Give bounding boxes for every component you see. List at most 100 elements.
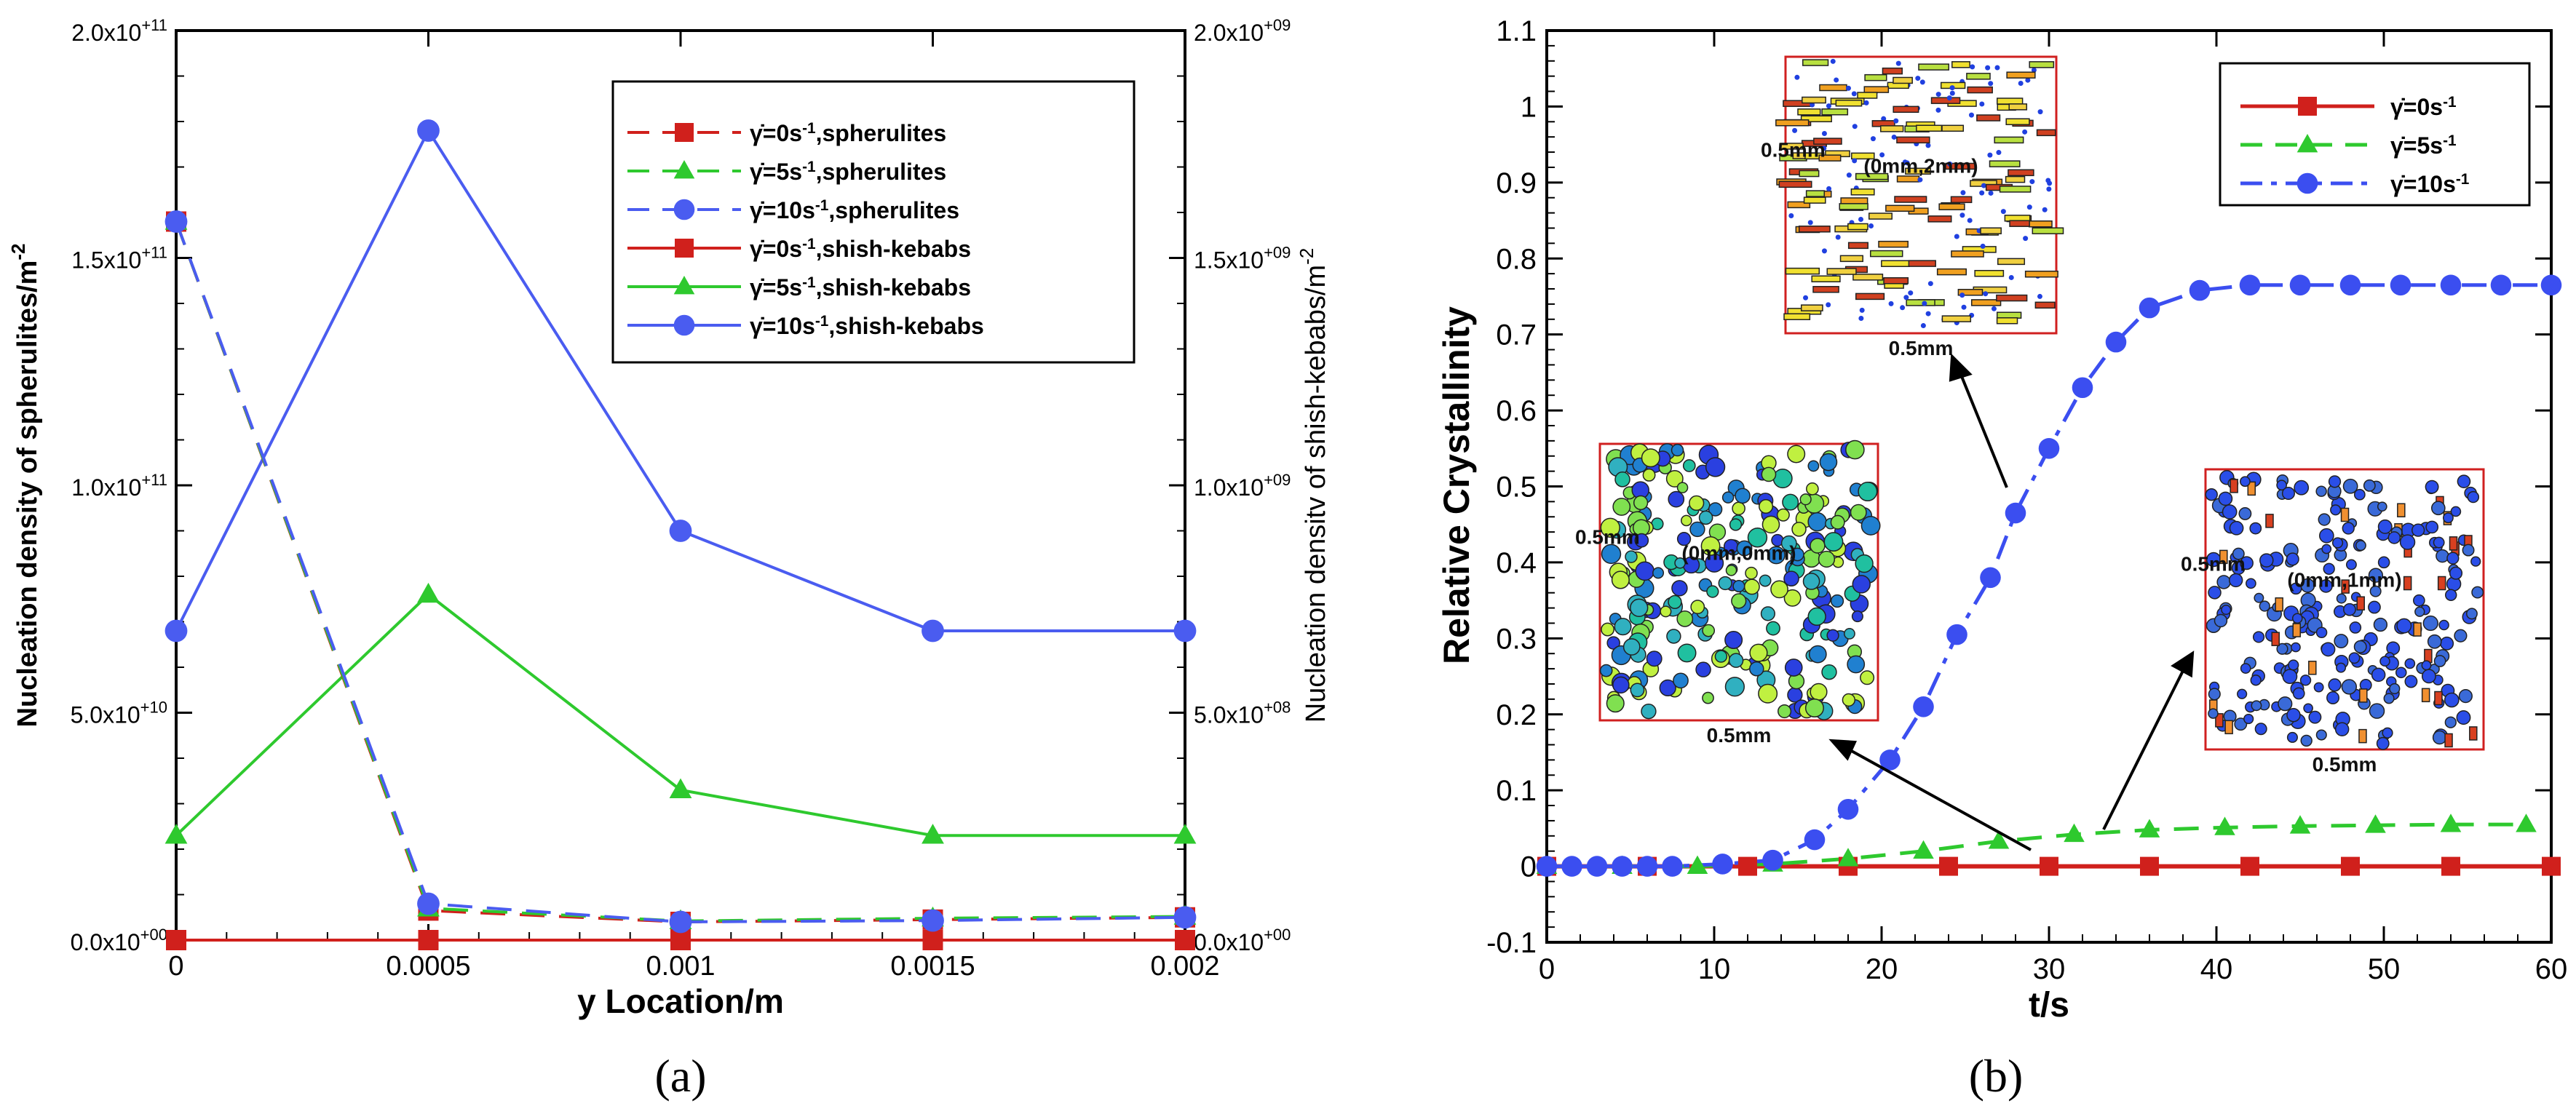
inset-top-crystal (1996, 294, 2028, 302)
inset-left-crystal (1783, 570, 1799, 587)
inset-right-crystal (2208, 586, 2222, 600)
inset-right-bottom-label: 0.5mm (2313, 753, 2377, 776)
b-marker-0-8 (2341, 856, 2360, 876)
b-marker-2-9 (1837, 798, 1859, 820)
a-marker-5-0 (165, 619, 188, 642)
inset-top-crystal (1974, 269, 2005, 277)
inset-left-crystal (1799, 493, 1812, 506)
inset-top-crystal (2006, 71, 2036, 79)
inset-left-crystal (1807, 512, 1827, 532)
inset-right-crystal (2377, 519, 2393, 534)
inset-left-crystal (1690, 600, 1705, 615)
inset-left-crystal (1600, 517, 1620, 538)
inset-right-crystal (2462, 544, 2475, 557)
b-xlabel: t/s (2029, 986, 2069, 1025)
inset-top-crystal (1893, 76, 1913, 84)
inset-right-crystal (2243, 713, 2254, 725)
inset-left-crystal (1807, 460, 1820, 472)
b-marker-2-4 (1636, 856, 1658, 877)
a-xlabel: y Location/m (577, 982, 784, 1020)
inset-top-nucleus (1835, 234, 1841, 240)
inset-left-crystal (1791, 522, 1807, 537)
b-ytick-label: 0.8 (1496, 243, 1537, 275)
inset-top-crystal (1868, 212, 1893, 220)
b-legend-marker-0 (2298, 97, 2317, 116)
inset-top-nucleus (1858, 216, 1864, 222)
a-marker-3-1 (418, 930, 439, 950)
inset-left-crystal (1823, 532, 1844, 552)
inset-left-crystal (1666, 629, 1681, 644)
inset-top-nucleus (1908, 290, 1914, 296)
b-ytick-label: 0.9 (1496, 167, 1537, 199)
inset-right-crystal (2399, 534, 2416, 550)
inset-left-crystal (1821, 664, 1837, 680)
inset-right-crystal (2465, 608, 2478, 620)
inset-right-crystal (2218, 491, 2233, 506)
inset-top-crystal (1951, 250, 1984, 258)
legend-b: γ̇=0s-1 γ̇=5s-1 γ̇=10s-1 (2219, 62, 2531, 207)
a-legend-marker-1 (673, 160, 695, 179)
inset-top-crystal (1855, 172, 1889, 180)
inset-top-crystal (1783, 313, 1811, 321)
inset-right-crystal (2259, 600, 2270, 612)
inset-top-crystal (1966, 73, 1991, 80)
b-marker-2-12 (1946, 624, 1967, 645)
inset-top-nucleus (1935, 92, 1941, 98)
inset-right-crystal (2412, 594, 2425, 607)
b-marker-2-14 (2005, 502, 2026, 524)
a-legend-label-3: γ̇=0s-1,shish-kebabs (750, 236, 971, 262)
inset-top-crystal (1905, 167, 1931, 175)
inset-left-crystal (1724, 631, 1743, 650)
inset-right-crystal (2336, 593, 2347, 604)
inset-right-crystal (2457, 474, 2471, 488)
inset-top-crystal (1802, 96, 1826, 104)
inset-top-crystal (1941, 124, 1965, 132)
inset-right-crystal (2467, 490, 2480, 504)
inset-top-nucleus (2037, 109, 2043, 115)
inset-right-crystal (2216, 575, 2231, 589)
inset-top-crystal (1906, 299, 1935, 306)
b-marker-1-2 (1687, 855, 1708, 874)
inset-top-side-label: 0.5mm (1761, 139, 1826, 162)
inset-top-crystal (2024, 270, 2058, 278)
inset-right-crystal (2371, 667, 2386, 683)
a-legend-marker-3 (675, 239, 694, 258)
b-xtick-label: 60 (2535, 953, 2568, 985)
inset-right-crystal (2377, 501, 2387, 512)
panel-label-b: (b) (1969, 1050, 2024, 1102)
inset-left-crystal (1721, 491, 1735, 504)
inset-left-crystal (1729, 518, 1743, 531)
b-marker-2-7 (1762, 849, 1783, 871)
inset-left-crystal (1705, 457, 1726, 477)
b-marker-2-17 (2105, 331, 2127, 353)
b-legend-marker-1 (2296, 134, 2318, 153)
inset-top-crystal (2036, 129, 2056, 137)
inset-right: (0mm,1mm) 0.5mm 0.5mm (2181, 468, 2485, 776)
inset-top-nucleus (2047, 180, 2053, 186)
inset-left-crystal (1759, 498, 1774, 514)
inset-top-nucleus (1980, 243, 1986, 249)
inset-left-crystal (1758, 683, 1778, 704)
inset-right-crystal (2377, 556, 2390, 569)
a-marker-2-1 (417, 892, 440, 915)
b-ylabel: Relative Crystallinity (1436, 306, 1477, 664)
inset-right-crystal (2334, 722, 2350, 737)
a-marker-5-4 (1173, 619, 1197, 642)
inset-right-crystal (2328, 678, 2342, 692)
panel-label-a: (a) (654, 1050, 706, 1102)
arrow-head-top (1949, 353, 1973, 382)
inset-right-center-label: (0mm,1mm) (2287, 569, 2401, 592)
inset-right-crystal (2363, 479, 2376, 492)
inset-right-rod (2247, 481, 2256, 496)
b-marker-2-19 (2189, 279, 2211, 301)
inset-right-crystal (2470, 556, 2481, 567)
inset-left-crystal (1634, 533, 1649, 548)
inset-top-nucleus (1881, 116, 1887, 122)
inset-right-crystal (2334, 634, 2349, 649)
inset-top-crystal (1918, 63, 1950, 71)
inset-top-nucleus (1792, 127, 1798, 133)
legend-a-box (611, 80, 1136, 364)
b-ytick-label: 0.1 (1496, 775, 1537, 807)
inset-top-nucleus (2023, 236, 2029, 242)
inset-left-crystal (1665, 470, 1684, 488)
